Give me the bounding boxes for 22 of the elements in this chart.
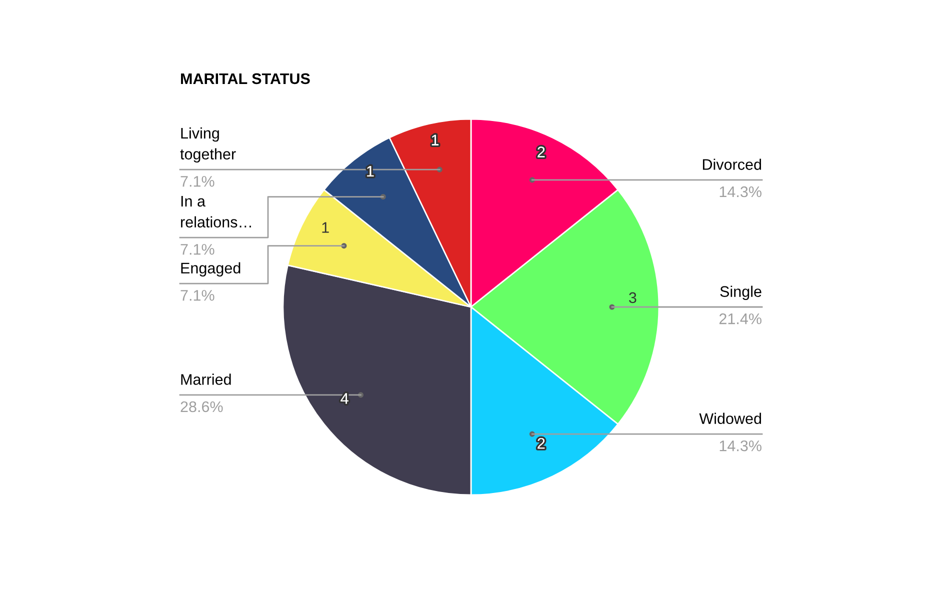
text: 28.6%	[180, 401, 223, 412]
slice-label: Widowed	[699, 412, 762, 424]
slice-label: Engaged	[181, 262, 240, 277]
slice-label: Divorced	[702, 158, 762, 170]
chart-title: MARITAL STATUS	[181, 73, 310, 84]
text: 14.3%	[720, 186, 762, 198]
slice-label: Married	[181, 374, 231, 385]
data-label: 3	[629, 292, 636, 304]
data-label: 1	[367, 166, 374, 177]
data-label: 4	[340, 393, 348, 404]
text: 7.1%	[180, 176, 214, 187]
data-label: 2	[538, 146, 545, 158]
text: 7.1%	[180, 290, 214, 301]
data-label: 2	[538, 438, 545, 449]
text: 14.3%	[720, 440, 762, 452]
slice-label: In a relations…	[181, 196, 251, 228]
slice-label: Living together	[180, 127, 236, 163]
text: 21.4%	[719, 313, 762, 324]
text: 7.1%	[180, 244, 214, 255]
data-label: 1	[322, 222, 329, 233]
slice-label: Single	[720, 286, 762, 300]
data-label: 1	[432, 134, 439, 146]
